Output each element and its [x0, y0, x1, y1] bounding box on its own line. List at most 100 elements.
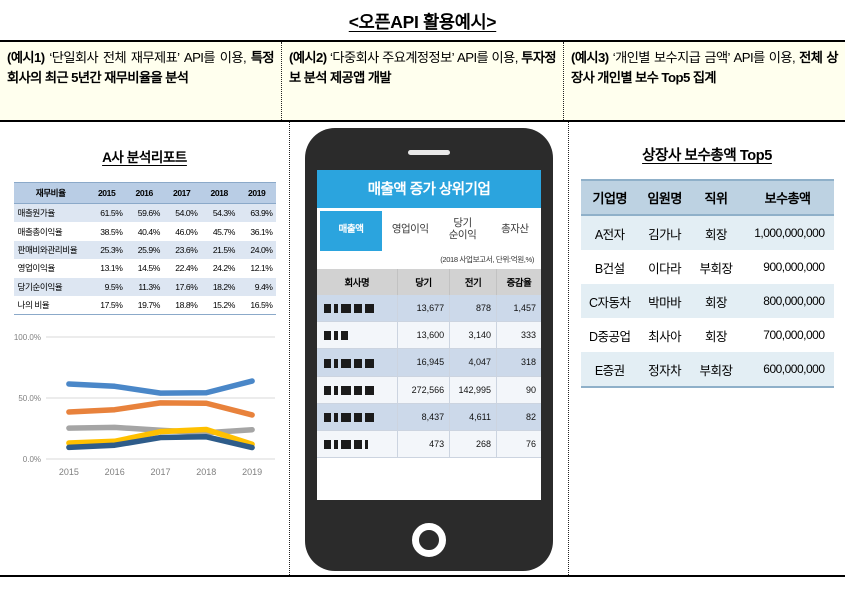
panel-mobile-app: 매출액 증가 상위기업 매출액 영업이익 당기 순이익 총자산 (2018 사업…	[289, 122, 569, 575]
cell-current: 473	[397, 430, 451, 458]
cell-value: 36.1%	[250, 226, 273, 237]
company-name-cell	[317, 430, 398, 458]
cell-value: 14.5%	[137, 263, 161, 274]
example-cell-2: (예시2) ‘다중회사 주요계정정보’ API를 이용, 투자정보 분석 제공앱…	[281, 42, 563, 120]
cell-company: A전자	[580, 215, 639, 250]
table-header-row: 재무비율 2015 2016 2017 2018 2019	[13, 182, 276, 204]
table-row: 8,437 4,611 82	[317, 403, 541, 431]
home-button-icon[interactable]	[412, 523, 446, 557]
report-title: A사 분석리포트	[102, 150, 187, 165]
cell-value: 18.2%	[212, 281, 236, 292]
cell-company: C자동차	[580, 284, 639, 318]
cell-current: 13,677	[397, 295, 451, 323]
cell-value: 25.9%	[137, 244, 161, 255]
row-label: 매출원가율	[17, 208, 56, 219]
cell-position: 부회장	[690, 352, 742, 388]
example-label-3: (예시3)	[571, 50, 609, 65]
cell-value: 54.3%	[212, 208, 236, 219]
col-header-position: 직위	[690, 179, 742, 216]
chart-series-line	[66, 426, 255, 448]
cell-value: 17.6%	[175, 281, 198, 292]
cell-amount: 800,000,000	[741, 284, 834, 318]
cell-previous: 4,611	[449, 403, 497, 431]
cell-value: 9.4%	[254, 281, 273, 292]
x-axis-tick-label: 2015	[59, 467, 79, 477]
y-axis-tick-label: 50.0%	[18, 394, 41, 403]
cell-previous: 3,140	[449, 321, 497, 350]
cell-change: 76	[496, 430, 541, 458]
y-axis-tick-label: 100.0%	[14, 333, 41, 342]
cell-position: 회장	[690, 318, 742, 352]
line-chart-svg: 0.0% 50.0% 100.0% 2015 2016 2017 2018 2019	[14, 333, 275, 477]
cell-amount: 900,000,000	[741, 250, 834, 284]
table-row: 매출원가율 61.5% 59.6% 54.0% 54.3% 63.9%	[13, 203, 276, 223]
table-row: 판매비와관리비율 25.3% 25.9% 23.6% 21.5% 24.0%	[13, 240, 276, 260]
table-row: 272,566 142,995 90	[317, 376, 541, 404]
chart-series-line	[66, 378, 255, 397]
table-row: 473 268 76	[317, 430, 541, 458]
col-header-amount: 보수총액	[741, 179, 834, 216]
redacted-company-name	[324, 385, 398, 395]
cell-company: B건설	[580, 250, 639, 284]
table-header-row: 기업명 임원명 직위 보수총액	[580, 179, 834, 216]
redacted-company-name	[324, 412, 390, 422]
col-header-current: 당기	[397, 269, 451, 296]
cell-value: 18.8%	[162, 295, 201, 316]
cell-current: 16,945	[397, 348, 451, 377]
table-row: C자동차 박마바 회장 800,000,000	[580, 284, 834, 318]
col-header-2017: 2017	[162, 182, 201, 204]
cell-company: D중공업	[580, 318, 639, 352]
example-strong-2: 투자정보 분석 제공앱 개발	[289, 50, 557, 86]
cell-value: 25.3%	[100, 244, 123, 255]
table-row: 13,677 878 1,457	[317, 295, 541, 323]
cell-value: 24.0%	[250, 244, 273, 255]
cell-change: 82	[496, 403, 541, 431]
app-note: (2018 사업보고서, 단위:억원,%)	[440, 255, 534, 265]
body-row: A사 분석리포트 재무비율 2015 2016 2017 2018 2019 매…	[0, 122, 845, 577]
redacted-company-name	[324, 304, 382, 314]
cell-value: 24.2%	[212, 263, 236, 274]
tab-net-income[interactable]: 당기 순이익	[436, 208, 488, 254]
cell-change: 90	[496, 376, 541, 404]
cell-value: 15.2%	[200, 295, 238, 316]
company-name-cell	[317, 403, 398, 431]
app-ranking-table: 회사명 당기 전기 증감율 13,677 878 1,457	[317, 269, 541, 458]
table-row: 나의 비율 17.5% 19.7% 18.8% 15.2% 16.5%	[13, 295, 276, 316]
example-label-2: (예시2)	[289, 50, 327, 65]
tab-sales[interactable]: 매출액	[320, 211, 382, 252]
col-header-2015: 2015	[87, 182, 126, 204]
cell-value: 13.1%	[100, 263, 123, 274]
phone-mockup: 매출액 증가 상위기업 매출액 영업이익 당기 순이익 총자산 (2018 사업…	[305, 128, 553, 571]
example-strong-3: 전체 상장사 개인별 보수 Top5 집계	[571, 50, 839, 86]
col-header-ratio: 재무비율	[13, 182, 88, 204]
row-label: 매출총이익율	[17, 226, 63, 237]
cell-value: 59.6%	[137, 208, 161, 219]
panel-analysis-report: A사 분석리포트 재무비율 2015 2016 2017 2018 2019 매…	[0, 122, 289, 575]
page-title: <오픈API 활용예시>	[348, 12, 497, 32]
redacted-company-name	[324, 331, 348, 341]
col-header-2018: 2018	[200, 182, 238, 204]
row-label: 판매비와관리비율	[17, 244, 78, 255]
cell-value: 12.1%	[250, 263, 273, 274]
cell-change: 333	[496, 321, 541, 350]
tab-total-assets[interactable]: 총자산	[501, 223, 529, 236]
x-axis-tick-label: 2019	[242, 467, 262, 477]
cell-executive: 박마바	[638, 284, 691, 318]
cell-value: 23.6%	[175, 244, 198, 255]
table-row: B건설 이다라 부회장 900,000,000	[580, 250, 834, 284]
cell-previous: 142,995	[449, 376, 497, 404]
cell-position: 회장	[690, 215, 742, 250]
cell-value: 17.5%	[87, 295, 126, 316]
row-label: 영업이익율	[17, 263, 56, 274]
cell-change: 318	[496, 348, 541, 377]
col-header-company: 기업명	[580, 179, 639, 216]
example-cell-1: (예시1) ‘단일회사 전체 재무제표’ API를 이용, 특정회사의 최근 5…	[0, 42, 281, 120]
phone-screen: 매출액 증가 상위기업 매출액 영업이익 당기 순이익 총자산 (2018 사업…	[317, 170, 541, 500]
chart-series-line	[66, 434, 255, 451]
y-axis-tick-label: 0.0%	[23, 455, 41, 464]
cell-previous: 878	[449, 295, 497, 323]
x-axis-tick-label: 2017	[150, 467, 170, 477]
example-text-1: ‘단일회사 전체 재무제표’ API를 이용,	[49, 50, 251, 65]
financial-ratio-table: 재무비율 2015 2016 2017 2018 2019 매출원가율 61.5…	[13, 182, 276, 316]
tab-operating-profit[interactable]: 영업이익	[391, 223, 429, 236]
